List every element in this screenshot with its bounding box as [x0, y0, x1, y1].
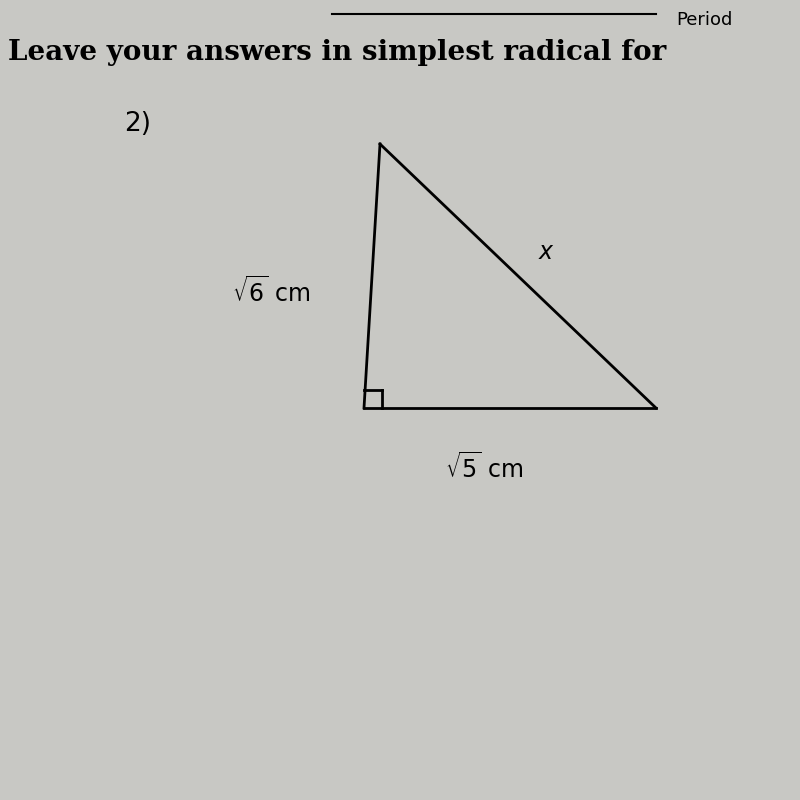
Text: $\sqrt{5}$ cm: $\sqrt{5}$ cm: [445, 453, 523, 483]
Text: 2): 2): [124, 111, 151, 137]
Text: Period: Period: [676, 11, 732, 29]
Text: Leave your answers in simplest radical for: Leave your answers in simplest radical f…: [8, 38, 666, 66]
Text: $x$: $x$: [538, 240, 554, 264]
Text: $\sqrt{6}$ cm: $\sqrt{6}$ cm: [232, 277, 310, 307]
